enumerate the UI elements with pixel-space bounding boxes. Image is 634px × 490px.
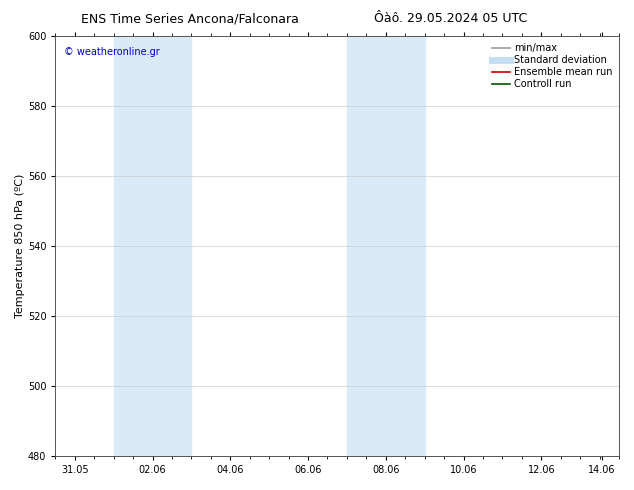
Text: © weatheronline.gr: © weatheronline.gr [64, 47, 160, 57]
Y-axis label: Temperature 850 hPa (ºC): Temperature 850 hPa (ºC) [15, 174, 25, 318]
Bar [113, 36, 191, 456]
Text: Ôàô. 29.05.2024 05 UTC: Ôàô. 29.05.2024 05 UTC [373, 12, 527, 25]
Bar [347, 36, 425, 456]
Text: ENS Time Series Ancona/Falconara: ENS Time Series Ancona/Falconara [81, 12, 299, 25]
Legend: min/max, Standard deviation, Ensemble mean run, Controll run: min/max, Standard deviation, Ensemble me… [490, 41, 614, 91]
